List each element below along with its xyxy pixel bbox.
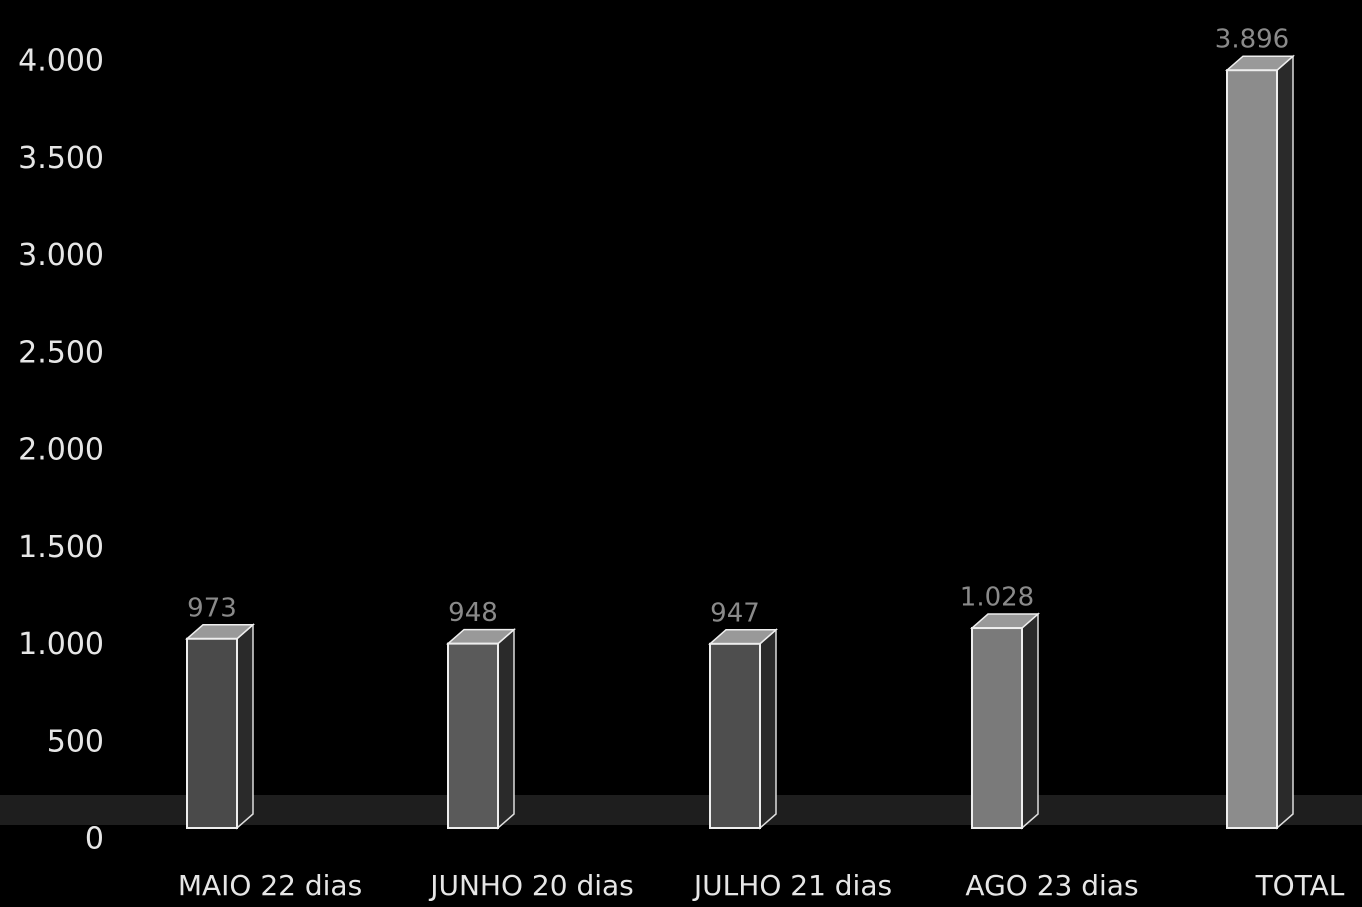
- x-tick-label: TOTAL: [1255, 869, 1345, 902]
- y-tick-label: 4.000: [18, 44, 104, 79]
- y-tick-label: 1.000: [18, 627, 104, 662]
- bar-side: [497, 627, 515, 830]
- bar: [447, 642, 499, 830]
- x-tick-label: JUNHO 20 dias: [428, 869, 634, 902]
- y-tick-label: 1.500: [18, 530, 104, 565]
- y-tick-label: 500: [47, 724, 104, 759]
- bar-side: [1276, 54, 1294, 830]
- bar: [1226, 69, 1278, 829]
- bar: [186, 637, 238, 830]
- bar: [971, 627, 1023, 830]
- y-tick-label: 2.000: [18, 433, 104, 468]
- bar: [709, 642, 761, 829]
- x-tick-label: MAIO 22 dias: [178, 869, 362, 902]
- x-tick-label: AGO 23 dias: [965, 869, 1138, 902]
- value-label: 3.896: [1215, 25, 1289, 55]
- y-tick-label: 0: [85, 822, 104, 857]
- y-tick-label: 3.000: [18, 238, 104, 273]
- bar-side: [759, 628, 777, 830]
- y-tick-label: 2.500: [18, 335, 104, 370]
- bar-side: [236, 623, 254, 830]
- value-label: 973: [187, 593, 237, 623]
- x-tick-label: JULHO 21 dias: [692, 869, 892, 902]
- value-label: 947: [710, 598, 760, 628]
- bar-side: [1021, 612, 1039, 830]
- value-label: 948: [448, 598, 498, 628]
- y-tick-label: 3.500: [18, 141, 104, 176]
- value-label: 1.028: [960, 583, 1034, 613]
